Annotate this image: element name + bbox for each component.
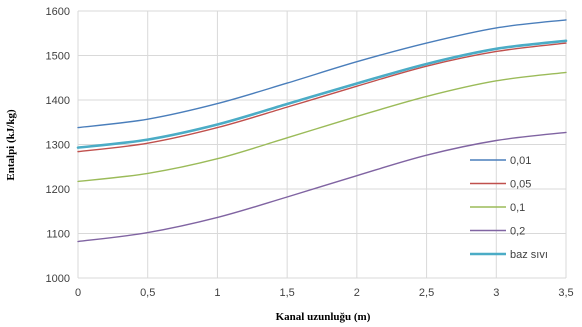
y-tick-label: 1500 [46, 51, 70, 63]
x-tick-label: 0,5 [140, 287, 155, 299]
series-line-1 [77, 19, 567, 129]
x-axis-title: Kanal uzunluğu (m) [276, 311, 371, 323]
series-line-5 [76, 39, 568, 149]
x-tick-label: 2,5 [419, 287, 434, 299]
y-tick-label: 1000 [46, 273, 70, 285]
x-tick-label: 3,5 [558, 287, 573, 299]
legend-label: 0,1 [510, 202, 525, 214]
legend-label: baz sıvı [510, 249, 548, 261]
y-tick-label: 1200 [46, 184, 70, 196]
y-tick-label: 1400 [46, 95, 70, 107]
x-tick-label: 2 [354, 287, 360, 299]
x-tick-label: 1 [214, 287, 220, 299]
x-tick-label: 1,5 [279, 287, 294, 299]
y-axis-title: Entalpi (kJ/kg) [5, 109, 17, 181]
x-tick-label: 3 [493, 287, 499, 299]
x-tick-label: 0 [75, 287, 81, 299]
grid [77, 10, 567, 279]
y-tick-label: 1600 [46, 6, 70, 18]
legend-label: 0,01 [510, 155, 531, 167]
series-line-3 [77, 71, 567, 183]
series-line-4 [77, 131, 567, 243]
series-lines [76, 19, 568, 243]
legend: 0,01 0,05 0,1 0,2 baz sıvı [470, 155, 548, 261]
y-tick-label: 1300 [46, 140, 70, 152]
y-tick-label: 1100 [46, 229, 70, 241]
series-line-2 [77, 42, 567, 153]
legend-label: 0,05 [510, 179, 531, 191]
legend-label: 0,2 [510, 226, 525, 238]
axes: Kanal uzunluğu (m) Entalpi (kJ/kg) 1000 1… [5, 6, 574, 323]
